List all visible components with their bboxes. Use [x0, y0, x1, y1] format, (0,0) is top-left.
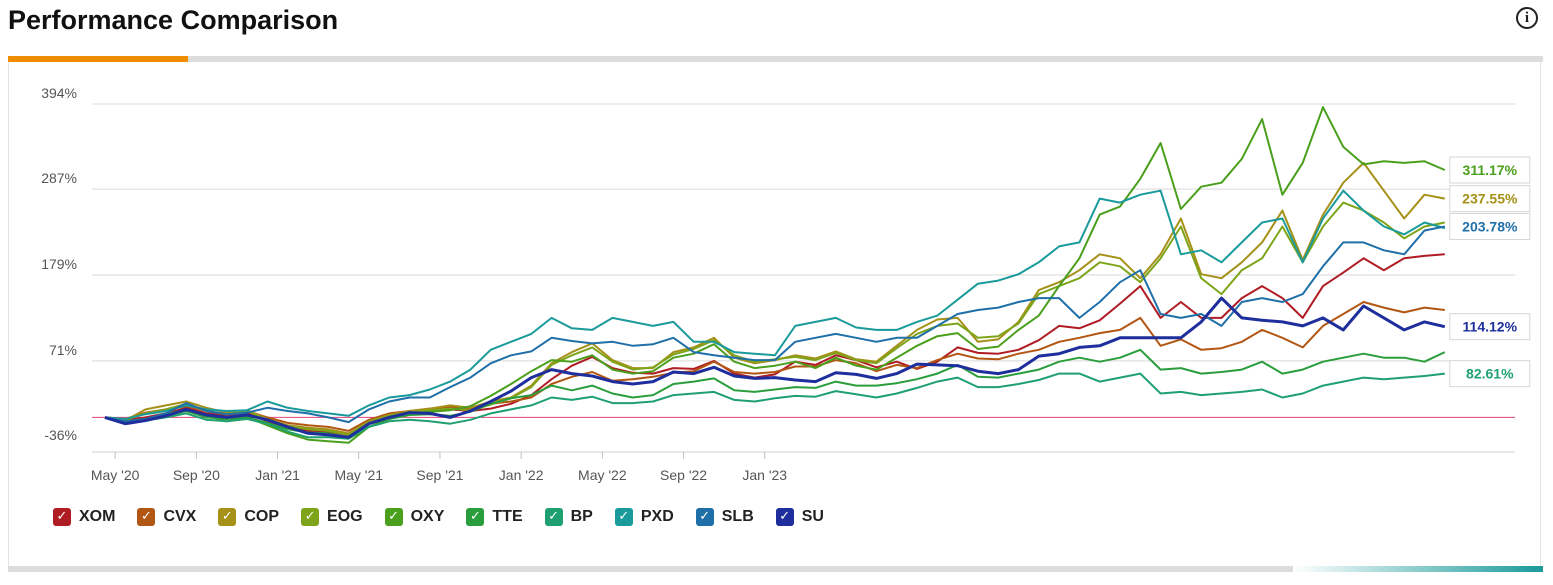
- x-tick-label: Sep '20: [173, 467, 220, 483]
- legend-item-cop[interactable]: ✓ COP: [218, 508, 279, 526]
- end-label-box: [1449, 360, 1531, 388]
- end-label-text: 203.78%: [1462, 218, 1518, 234]
- legend-item-cvx[interactable]: ✓ CVX: [137, 508, 196, 526]
- series-line-cop: [104, 161, 1445, 435]
- checkbox-icon[interactable]: ✓: [384, 508, 403, 526]
- legend-item-bp[interactable]: ✓ BP: [544, 508, 593, 526]
- legend-label: CVX: [163, 508, 197, 525]
- end-label-text: 114.12%: [1463, 319, 1518, 335]
- end-label-bp: 82.61%: [1449, 360, 1531, 388]
- end-label-su: 114.12%: [1449, 313, 1531, 341]
- series-line-xom: [104, 253, 1445, 436]
- y-tick-label: 179%: [41, 256, 77, 272]
- info-icon[interactable]: i: [1516, 7, 1538, 29]
- checkbox-icon[interactable]: ✓: [544, 508, 563, 526]
- end-label-text: 311.17%: [1463, 162, 1518, 178]
- y-tick-label: 394%: [41, 85, 77, 101]
- checkbox-icon[interactable]: ✓: [218, 508, 237, 526]
- x-tick-label: Sep '22: [660, 467, 707, 483]
- end-label-box: [1449, 156, 1531, 184]
- checkbox-icon[interactable]: ✓: [695, 508, 714, 526]
- legend-item-eog[interactable]: ✓ EOG: [301, 508, 363, 526]
- page-title: Performance Comparison: [8, 5, 339, 35]
- x-tick-label: May '21: [334, 467, 383, 483]
- legend-item-pxd[interactable]: ✓ PXD: [614, 508, 674, 526]
- series-line-oxy: [104, 106, 1446, 444]
- bottom-bar: [8, 566, 1543, 572]
- end-label-text: 82.61%: [1466, 366, 1514, 382]
- checkbox-icon[interactable]: ✓: [614, 508, 633, 526]
- series-line-tte: [104, 348, 1446, 439]
- end-label-text: 237.55%: [1462, 191, 1518, 207]
- series-line-slb: [104, 225, 1445, 424]
- legend-item-tte[interactable]: ✓ TTE: [466, 508, 523, 526]
- x-tick-label: Jan '21: [255, 467, 300, 483]
- end-label-box: [1449, 212, 1531, 240]
- end-label-box: [1449, 185, 1531, 213]
- legend-label: SU: [801, 508, 824, 525]
- x-tick-label: Jan '22: [499, 467, 544, 483]
- y-tick-label: 71%: [49, 342, 77, 358]
- end-label-cop: 237.55%: [1449, 185, 1531, 213]
- legend-item-su[interactable]: ✓ SU: [775, 508, 824, 526]
- end-label-box: [1449, 313, 1531, 341]
- legend-item-oxy[interactable]: ✓ OXY: [384, 508, 445, 526]
- series-line-cvx: [104, 301, 1445, 432]
- legend-label: XOM: [79, 508, 116, 525]
- x-tick-label: May '20: [91, 467, 140, 483]
- legend-label: PXD: [640, 508, 674, 525]
- active-tab-indicator[interactable]: [8, 56, 188, 62]
- bottom-accent: [1293, 566, 1543, 572]
- x-tick-label: May '22: [578, 467, 627, 483]
- checkbox-icon[interactable]: ✓: [466, 508, 485, 526]
- legend: ✓ XOM ✓ CVX ✓ COP ✓ EOG ✓ OXY ✓ TTE ✓ BP ✓ PXD ✓ SLB ✓ SU: [53, 508, 846, 526]
- legend-label: COP: [244, 508, 280, 525]
- y-tick-label: 287%: [41, 170, 77, 186]
- checkbox-icon[interactable]: ✓: [775, 508, 794, 526]
- series-line-su: [104, 296, 1446, 439]
- series-line-pxd: [104, 189, 1446, 420]
- end-label-oxy: 311.17%: [1449, 156, 1531, 184]
- y-tick-label: -36%: [44, 427, 77, 443]
- legend-label: TTE: [492, 508, 523, 525]
- checkbox-icon[interactable]: ✓: [53, 508, 71, 526]
- legend-label: OXY: [410, 508, 445, 525]
- end-label-slb: 203.78%: [1449, 212, 1531, 240]
- legend-item-xom[interactable]: ✓ XOM: [53, 508, 115, 526]
- legend-label: BP: [570, 508, 593, 525]
- tab-strip: [8, 56, 1543, 62]
- legend-label: EOG: [327, 508, 363, 525]
- x-tick-label: Jan '23: [742, 467, 787, 483]
- checkbox-icon[interactable]: ✓: [301, 508, 320, 526]
- series-line-bp: [104, 372, 1445, 440]
- x-tick-label: Sep '21: [416, 467, 463, 483]
- legend-label: SLB: [721, 508, 754, 525]
- legend-item-slb[interactable]: ✓ SLB: [695, 508, 754, 526]
- checkbox-icon[interactable]: ✓: [137, 508, 156, 526]
